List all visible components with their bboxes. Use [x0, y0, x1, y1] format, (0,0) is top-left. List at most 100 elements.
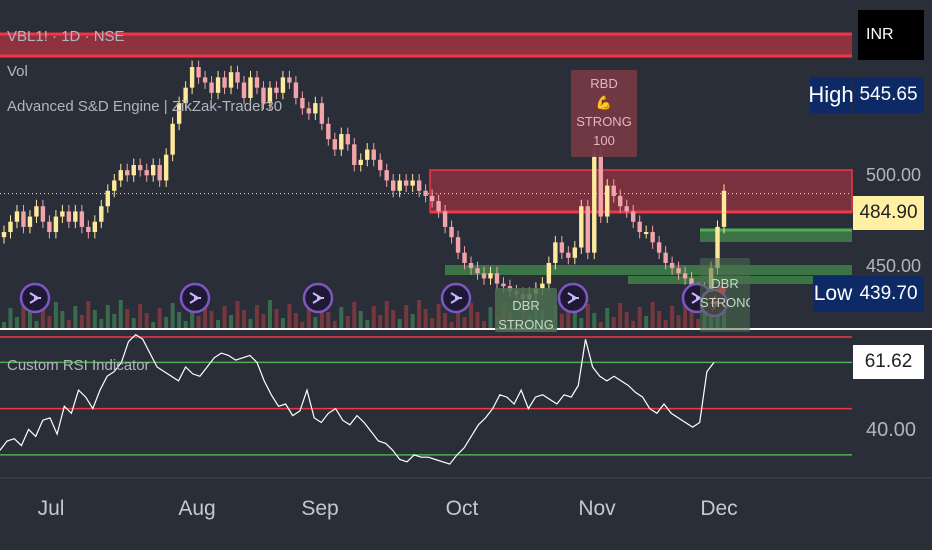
- candle-body: [131, 165, 136, 176]
- candle-body: [189, 67, 195, 88]
- candle-body: [222, 77, 227, 88]
- volume-bar: [624, 312, 629, 328]
- currency-box[interactable]: INR: [858, 10, 924, 60]
- candle-body: [345, 134, 350, 145]
- volume-bar: [384, 301, 389, 328]
- candle-body: [176, 103, 182, 124]
- volume-bar: [86, 301, 91, 328]
- candle-body: [585, 206, 590, 253]
- demand-zone-1: [445, 265, 852, 275]
- low-value: 439.70: [853, 276, 924, 312]
- candle-body: [254, 77, 260, 88]
- volume-bar: [190, 307, 195, 328]
- candle-body: [579, 206, 584, 248]
- candle-body: [403, 180, 409, 186]
- volume-bar: [430, 318, 435, 328]
- volume-bar: [222, 306, 227, 328]
- candle-body: [326, 123, 331, 140]
- volume-bar: [598, 322, 603, 328]
- zone-tag-rbd[interactable]: RBD 💪 STRONG 100: [571, 70, 637, 157]
- volume-bar: [566, 300, 571, 328]
- volume-bar: [358, 311, 363, 328]
- indicator-label: Advanced S&D Engine | ZikZak-Trader30: [7, 98, 283, 115]
- candle-body: [429, 195, 435, 202]
- candle-body: [60, 211, 65, 217]
- candle-body: [144, 170, 149, 176]
- zone-tag-dbr-line1: DBR: [512, 298, 540, 313]
- candle-body: [572, 247, 578, 258]
- volume-bar: [27, 312, 32, 328]
- candle-body: [669, 262, 675, 269]
- volume-bar: [99, 319, 104, 328]
- zone-tag-dbr[interactable]: DBR STRONG: [495, 288, 557, 332]
- volume-bar: [261, 314, 266, 328]
- symbol-title: VBL1! · 1D · NSE: [7, 28, 125, 45]
- candle-body: [449, 226, 454, 238]
- volume-bar: [631, 321, 636, 328]
- volume-bar: [611, 317, 616, 328]
- volume-bar: [280, 318, 285, 328]
- candle-body: [371, 149, 376, 160]
- candle-body: [53, 216, 59, 233]
- volume-bar: [300, 322, 305, 328]
- volume-bar: [689, 310, 694, 328]
- volume-bar: [287, 304, 292, 328]
- volume-bar: [14, 317, 19, 328]
- candle-body: [280, 77, 286, 93]
- price-tick-450: 450.00: [866, 256, 922, 276]
- volume-bar: [605, 308, 610, 328]
- volume-bar: [404, 305, 409, 328]
- zone-tag-rbd-line2: 💪 STRONG: [576, 95, 632, 129]
- candle-body: [332, 139, 338, 150]
- volume-bar: [559, 314, 564, 328]
- volume-bar: [242, 310, 246, 328]
- volume-bar: [79, 315, 84, 328]
- candle-body: [390, 180, 396, 191]
- volume-bar: [657, 311, 662, 328]
- x-tick-oct: Oct: [445, 497, 479, 520]
- candle-body: [313, 103, 318, 114]
- candle-body: [27, 216, 33, 227]
- candle-body: [319, 103, 325, 124]
- candle-body: [624, 206, 629, 212]
- candle-body: [352, 144, 357, 165]
- volume-bar: [585, 304, 590, 328]
- candle-body: [436, 201, 441, 212]
- signal-arrow-icon: [567, 292, 579, 304]
- candle-body: [611, 185, 616, 196]
- volume-bar: [417, 300, 422, 328]
- volume-bar: [696, 319, 701, 328]
- candle-body: [228, 72, 234, 88]
- volume-bar: [293, 313, 298, 328]
- zone-tag-dbr2[interactable]: DBR STRONG: [700, 258, 750, 332]
- x-tick-aug: Aug: [178, 497, 216, 520]
- volume-bar: [105, 305, 110, 328]
- volume-bar: [254, 305, 259, 328]
- candle-body: [455, 237, 461, 253]
- volume-bar: [274, 309, 279, 328]
- volume-bar: [248, 319, 253, 328]
- rsi-value-badge: 61.62: [853, 345, 924, 379]
- candle-body: [248, 77, 253, 98]
- candle-body: [682, 273, 688, 279]
- volume-bar: [92, 310, 97, 328]
- volume-bar: [209, 311, 214, 328]
- candle-body: [1, 232, 7, 238]
- candle-body: [241, 82, 247, 98]
- volume-bar: [151, 322, 156, 328]
- candle-body: [488, 273, 493, 279]
- volume-bar: [352, 302, 357, 328]
- candle-body: [92, 221, 98, 233]
- volume-bar: [676, 315, 681, 328]
- candle-body: [14, 211, 20, 222]
- volume-bar: [469, 303, 474, 328]
- candle-body: [358, 159, 363, 165]
- volume-bar: [326, 312, 331, 328]
- candle-body: [553, 242, 558, 263]
- candle-body: [21, 211, 26, 227]
- high-label: High: [808, 77, 854, 113]
- volume-bar: [475, 312, 480, 328]
- candle-body: [559, 242, 565, 253]
- candle-body: [689, 278, 694, 289]
